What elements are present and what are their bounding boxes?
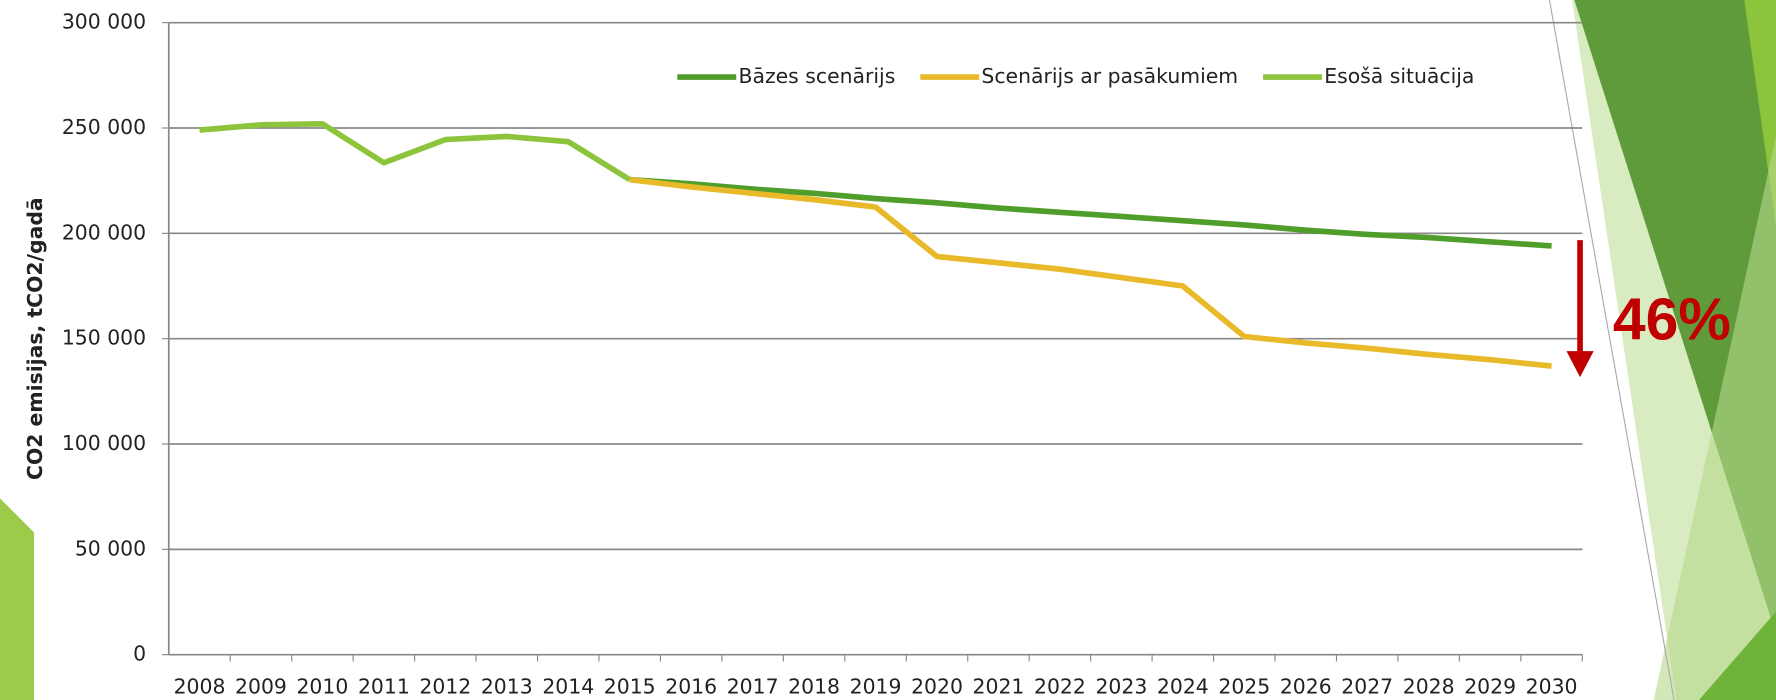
y-tick-label: 300 000 [62, 10, 146, 34]
x-tick-label: 2011 [358, 675, 410, 699]
series-line [199, 124, 629, 180]
legend-label: Scenārijs ar pasākumiem [981, 64, 1238, 88]
x-tick-label: 2027 [1341, 675, 1393, 699]
x-tick-label: 2029 [1464, 675, 1516, 699]
x-tick-label: 2015 [604, 675, 656, 699]
x-tick-label: 2012 [419, 675, 471, 699]
x-tick-label: 2018 [788, 675, 840, 699]
x-tick-label: 2009 [235, 675, 287, 699]
decoration [0, 0, 1776, 700]
y-tick-label: 50 000 [75, 536, 146, 560]
x-tick-label: 2017 [727, 675, 779, 699]
x-tick-label: 2013 [481, 675, 533, 699]
x-tick-label: 2016 [665, 675, 717, 699]
plot: 0 50 000 100 000 150 000 200 000 250 000 300 0… [62, 10, 1582, 699]
arrow-head [1566, 351, 1593, 377]
series-line [630, 180, 1552, 246]
legend-item: Bāzes scenārijs [677, 64, 895, 88]
x-tick-label: 2025 [1218, 675, 1270, 699]
x-tick-label: 2010 [296, 675, 348, 699]
x-tick-label: 2020 [911, 675, 963, 699]
y-tick-label: 200 000 [62, 220, 146, 244]
y-tick-label: 150 000 [62, 326, 146, 350]
y-axis-title: CO2 emisijas, tCO2/gadā [23, 197, 47, 480]
legend-label: Bāzes scenārijs [738, 64, 895, 88]
legend-label: Esošā situācija [1324, 64, 1474, 88]
y-tick-label: 100 000 [62, 431, 146, 455]
x-tick-label: 2024 [1157, 675, 1209, 699]
x-tick-label: 2019 [850, 675, 902, 699]
deco-left [0, 498, 34, 700]
x-tick-label: 2021 [973, 675, 1025, 699]
page: CO2 emisijas, tCO2/gadā 0 50 000 100 000 15… [0, 0, 1776, 700]
y-tick-label: 250 000 [62, 115, 146, 139]
x-tick-label: 2023 [1095, 675, 1147, 699]
x-tick-label: 2026 [1280, 675, 1332, 699]
legend-item: Esošā situācija [1263, 64, 1474, 88]
y-tick-label: 0 [133, 642, 146, 666]
x-tick-label: 2022 [1034, 675, 1086, 699]
x-tick-label: 2028 [1403, 675, 1455, 699]
x-tick-label: 2030 [1526, 675, 1578, 699]
legend-item: Scenārijs ar pasākumiem [920, 64, 1238, 88]
chart: CO2 emisijas, tCO2/gadā 0 50 000 100 000 15… [0, 0, 1776, 700]
annotation: 46% [1613, 288, 1731, 353]
x-tick-label: 2008 [174, 675, 226, 699]
x-tick-label: 2014 [542, 675, 594, 699]
